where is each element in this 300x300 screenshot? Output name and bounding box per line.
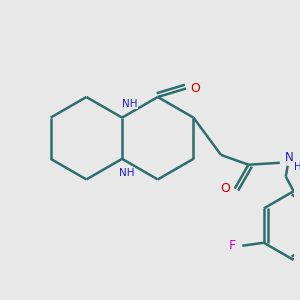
Text: H: H [294, 162, 300, 172]
Text: F: F [229, 239, 236, 252]
Text: NH: NH [119, 168, 135, 178]
Text: O: O [190, 82, 200, 95]
Text: N: N [285, 152, 294, 164]
Text: NH: NH [122, 99, 138, 109]
Text: O: O [220, 182, 230, 195]
